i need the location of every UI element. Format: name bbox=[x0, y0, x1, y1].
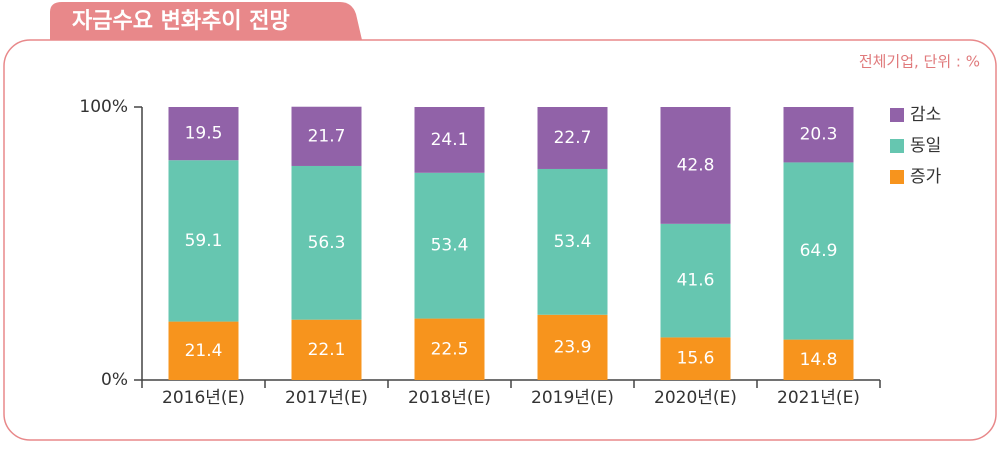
frame bbox=[3, 39, 997, 441]
bar-segment bbox=[660, 107, 731, 224]
value-label: 14.8 bbox=[800, 350, 838, 370]
value-label: 20.3 bbox=[800, 125, 838, 145]
x-tick-label: 2021년(E) bbox=[777, 388, 860, 408]
title-tab bbox=[50, 2, 362, 40]
chart-title: 자금수요 변화추이 전망 bbox=[72, 9, 290, 34]
bar-segment bbox=[660, 223, 731, 338]
value-label: 53.4 bbox=[554, 232, 592, 252]
legend-swatch bbox=[890, 108, 904, 122]
bar-segment bbox=[291, 319, 362, 380]
value-label: 42.8 bbox=[677, 155, 715, 175]
bar-segment bbox=[537, 168, 608, 315]
bar-segment bbox=[537, 107, 608, 169]
value-label: 24.1 bbox=[431, 130, 469, 150]
legend-label: 동일 bbox=[910, 136, 941, 156]
bar-segment bbox=[783, 107, 854, 163]
legend-label: 감소 bbox=[910, 105, 941, 125]
bar-segment bbox=[783, 339, 854, 380]
unit-note: 전체기업, 단위 : % bbox=[859, 53, 980, 71]
y-tick-label: 100% bbox=[79, 97, 128, 117]
x-tick-label: 2020년(E) bbox=[654, 388, 737, 408]
bar-segment bbox=[414, 172, 485, 319]
value-label: 22.5 bbox=[431, 339, 469, 359]
value-label: 15.6 bbox=[677, 349, 715, 369]
bar-segment bbox=[291, 106, 362, 166]
bar-segment bbox=[414, 107, 485, 173]
legend-label: 증가 bbox=[910, 167, 942, 187]
bar-segment bbox=[291, 165, 362, 320]
bar-segment bbox=[660, 337, 731, 380]
bar-segment bbox=[168, 107, 239, 161]
value-label: 21.4 bbox=[185, 341, 223, 361]
bar-segment bbox=[537, 314, 608, 380]
bar-segment bbox=[414, 318, 485, 380]
legend-swatch bbox=[890, 170, 904, 184]
value-label: 23.9 bbox=[554, 337, 592, 357]
value-label: 56.3 bbox=[308, 233, 346, 253]
bar-segment bbox=[168, 321, 239, 380]
bar-segment bbox=[168, 160, 239, 322]
bar-segment bbox=[783, 162, 854, 340]
value-label: 22.7 bbox=[554, 128, 592, 148]
value-label: 64.9 bbox=[800, 241, 838, 261]
value-label: 59.1 bbox=[185, 231, 223, 251]
value-label: 53.4 bbox=[431, 236, 469, 256]
value-label: 19.5 bbox=[185, 124, 223, 144]
legend-swatch bbox=[890, 139, 904, 153]
x-tick-label: 2017년(E) bbox=[285, 388, 368, 408]
value-label: 41.6 bbox=[677, 271, 715, 291]
value-label: 21.7 bbox=[308, 126, 346, 146]
y-tick-label: 0% bbox=[101, 370, 128, 390]
x-tick-label: 2019년(E) bbox=[531, 388, 614, 408]
x-tick-label: 2016년(E) bbox=[162, 388, 245, 408]
value-label: 22.1 bbox=[308, 340, 346, 360]
x-tick-label: 2018년(E) bbox=[408, 388, 491, 408]
